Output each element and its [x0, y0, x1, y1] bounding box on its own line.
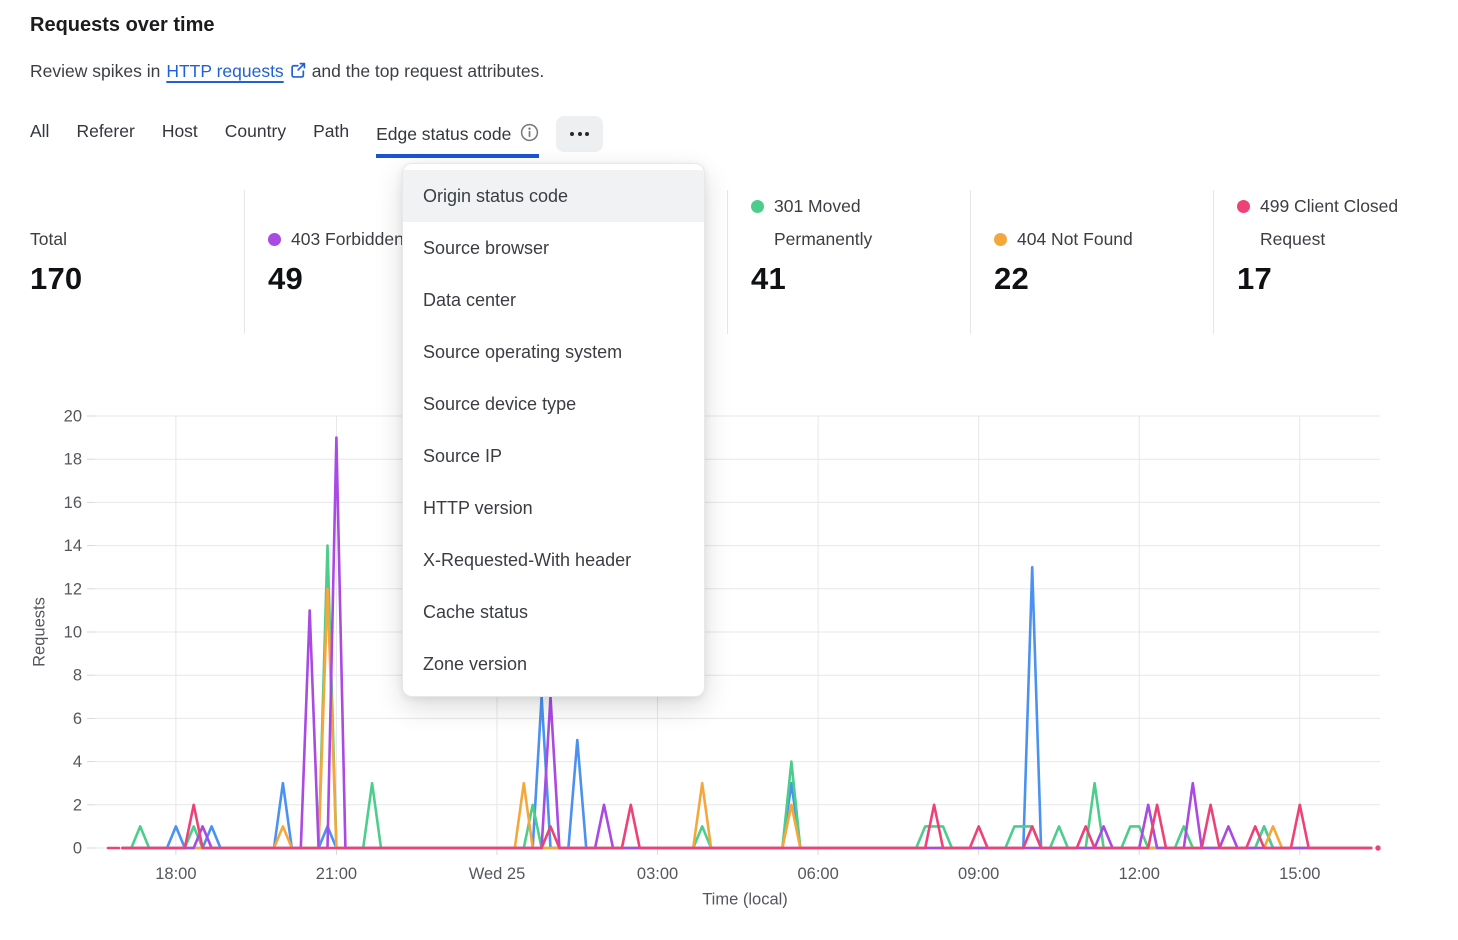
stat-label-row: 403 Forbidden: [268, 223, 404, 256]
legend-dot-499-client-closed-request: [1237, 200, 1250, 213]
y-tick-label: 20: [64, 408, 82, 426]
http-requests-link[interactable]: HTTP requests: [166, 61, 284, 81]
tab-host[interactable]: Host: [162, 121, 198, 153]
tab-all[interactable]: All: [30, 121, 49, 153]
x-tick-label: 21:00: [316, 865, 357, 883]
stat-total: Total 170: [30, 190, 82, 297]
series-line-499-client-closed-request: [121, 803, 1373, 850]
stat-label: 499 Client Closed Request: [1260, 196, 1399, 249]
ellipsis-icon: [585, 132, 590, 136]
y-tick-label: 0: [73, 840, 82, 858]
stat-divider: [970, 190, 971, 334]
dropdown-item-data-center[interactable]: Data center: [423, 289, 517, 310]
stat-301-moved-permanently: 301 Moved Permanently 41: [751, 190, 936, 297]
series-line-301-moved-permanently: [121, 544, 1373, 850]
stat-label: 301 Moved Permanently: [774, 196, 873, 249]
x-tick-label: 03:00: [637, 865, 678, 883]
tab-label: Host: [161, 121, 198, 141]
subtitle: Review spikes in HTTP requests and the t…: [30, 60, 544, 83]
stat-value: 41: [751, 261, 786, 296]
dropdown-item-origin-status-code[interactable]: Origin status code: [403, 170, 704, 222]
dropdown-item-source-operating-system[interactable]: Source operating system: [423, 341, 623, 362]
series-line-403-forbidden: [121, 436, 1373, 850]
stats-row: Total 170 403 Forbidden 49 301 Moved Permane…: [0, 190, 1458, 334]
stat-403-forbidden: 403 Forbidden 49: [268, 190, 404, 297]
x-tick-label: 09:00: [958, 865, 999, 883]
dropdown-item-source-ip[interactable]: Source IP: [423, 445, 503, 466]
stat-value: 22: [994, 261, 1029, 296]
y-tick-label: 8: [73, 667, 82, 685]
tab-label: All: [30, 121, 50, 141]
x-tick-label: 06:00: [797, 865, 838, 883]
x-tick-label: 15:00: [1279, 865, 1320, 883]
stat-404-not-found: 404 Not Found 22: [994, 190, 1133, 297]
dropdown-item-source-browser[interactable]: Source browser: [423, 237, 550, 258]
more-tabs-button[interactable]: [556, 116, 604, 152]
tab-label: Country: [224, 121, 287, 141]
x-tick-label: 18:00: [155, 865, 196, 883]
tab-path[interactable]: Path: [313, 121, 349, 153]
subtitle-prefix: Review spikes in: [30, 61, 161, 81]
stat-divider: [1213, 190, 1214, 334]
stat-label-row: Total: [30, 223, 67, 256]
stat-label-row: 404 Not Found: [994, 223, 1133, 256]
attribute-dropdown-menu: Origin status code Source browser Data cen…: [402, 163, 705, 697]
x-axis-label: Time (local): [702, 890, 788, 909]
dropdown-item-x-requested-with-header[interactable]: X-Requested-With header: [423, 549, 632, 570]
legend-dot-404-not-found: [994, 233, 1007, 246]
legend-dot-403-forbidden: [268, 233, 281, 246]
y-tick-label: 16: [64, 494, 82, 512]
y-tick-label: 4: [73, 753, 82, 771]
tab-label: Referer: [76, 121, 135, 141]
stat-divider: [244, 190, 245, 334]
stat-label: Total: [30, 229, 67, 249]
tab-label: Path: [313, 121, 350, 141]
stat-label: 404 Not Found: [1017, 229, 1133, 249]
stat-label-box: 403 Forbidden: [268, 190, 404, 256]
stat-divider: [727, 190, 728, 334]
stat-label-box: 404 Not Found: [994, 190, 1133, 256]
external-link-icon: [290, 62, 306, 83]
stat-label-row: 301 Moved Permanently: [751, 190, 936, 256]
stat-label-row: 499 Client Closed Request: [1237, 190, 1422, 256]
tab-country[interactable]: Country: [225, 121, 286, 153]
stat-499-client-closed-request: 499 Client Closed Request 17: [1237, 190, 1422, 297]
y-tick-label: 10: [64, 624, 82, 642]
tab-bar: All Referer Host Country Path Edge status cod…: [30, 116, 604, 158]
tab-label: Edge status code: [376, 123, 512, 144]
series-end-dot: [1375, 845, 1381, 851]
x-tick-label: 12:00: [1119, 865, 1160, 883]
y-tick-label: 2: [73, 796, 82, 814]
legend-dot-301-moved-permanently: [751, 200, 764, 213]
stat-value: 17: [1237, 261, 1272, 296]
ellipsis-icon: [577, 132, 582, 136]
tab-referer[interactable]: Referer: [76, 121, 134, 153]
stat-value: 49: [268, 261, 303, 296]
page-title: Requests over time: [30, 14, 215, 36]
stat-label-box: 499 Client Closed Request: [1237, 190, 1422, 256]
ellipsis-icon: [570, 132, 575, 136]
subtitle-suffix: and the top request attributes.: [311, 61, 545, 81]
info-icon[interactable]: [520, 123, 539, 147]
dropdown-item-cache-status[interactable]: Cache status: [423, 601, 529, 622]
y-tick-label: 14: [64, 537, 82, 555]
dropdown-item-zone-version[interactable]: Zone version: [423, 653, 528, 674]
stat-label-box: Total: [30, 190, 82, 256]
dropdown-item-source-device-type[interactable]: Source device type: [423, 393, 577, 414]
y-axis-label: Requests: [30, 597, 49, 667]
dropdown-item-http-version[interactable]: HTTP version: [423, 497, 533, 518]
stat-label-box: 301 Moved Permanently: [751, 190, 936, 256]
y-tick-label: 18: [64, 451, 82, 469]
stat-label: 403 Forbidden: [291, 229, 404, 249]
tab-edge-status-code[interactable]: Edge status code: [376, 121, 540, 158]
x-tick-label: Wed 25: [469, 865, 526, 883]
y-tick-label: 6: [73, 710, 82, 728]
stat-value: 170: [30, 261, 83, 296]
y-tick-label: 12: [64, 580, 82, 598]
